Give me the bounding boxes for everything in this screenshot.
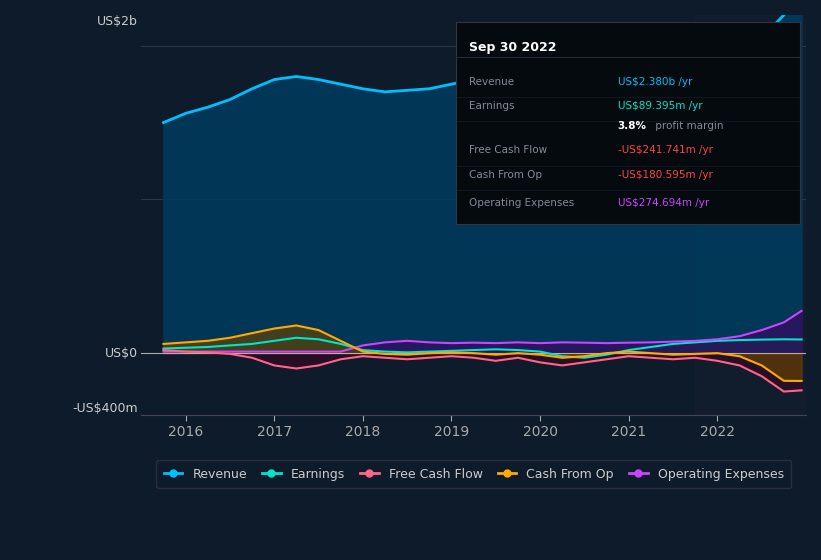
Bar (695, 15, 806, 414)
Text: US$2.380b /yr: US$2.380b /yr (617, 77, 692, 87)
Text: 3.8%: 3.8% (617, 121, 647, 131)
Text: Revenue: Revenue (470, 77, 515, 87)
Text: Operating Expenses: Operating Expenses (470, 198, 575, 208)
Text: US$2b: US$2b (97, 15, 138, 28)
Text: -US$180.595m /yr: -US$180.595m /yr (617, 170, 713, 180)
Text: Earnings: Earnings (470, 101, 515, 111)
Text: US$274.694m /yr: US$274.694m /yr (617, 198, 709, 208)
Text: Sep 30 2022: Sep 30 2022 (470, 40, 557, 54)
Text: profit margin: profit margin (652, 121, 723, 131)
Text: -US$400m: -US$400m (72, 402, 138, 414)
Legend: Revenue, Earnings, Free Cash Flow, Cash From Op, Operating Expenses: Revenue, Earnings, Free Cash Flow, Cash … (156, 460, 791, 488)
Text: US$0: US$0 (105, 347, 138, 360)
Text: US$89.395m /yr: US$89.395m /yr (617, 101, 702, 111)
Text: -US$241.741m /yr: -US$241.741m /yr (617, 146, 713, 155)
Text: Free Cash Flow: Free Cash Flow (470, 146, 548, 155)
Text: Cash From Op: Cash From Op (470, 170, 543, 180)
